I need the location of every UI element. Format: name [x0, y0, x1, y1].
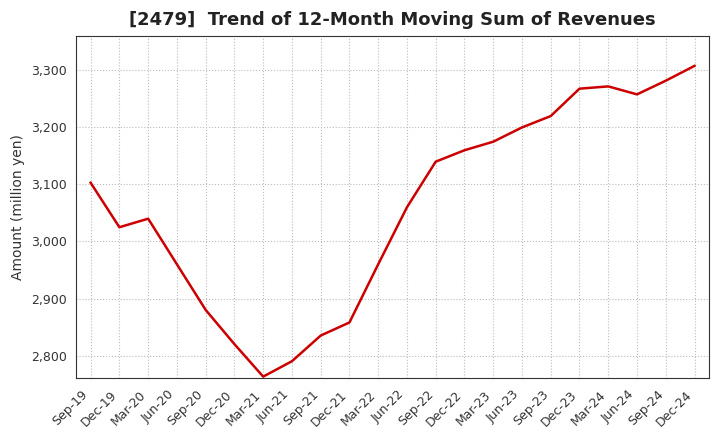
- Y-axis label: Amount (million yen): Amount (million yen): [11, 134, 25, 280]
- Title: [2479]  Trend of 12-Month Moving Sum of Revenues: [2479] Trend of 12-Month Moving Sum of R…: [130, 11, 656, 29]
